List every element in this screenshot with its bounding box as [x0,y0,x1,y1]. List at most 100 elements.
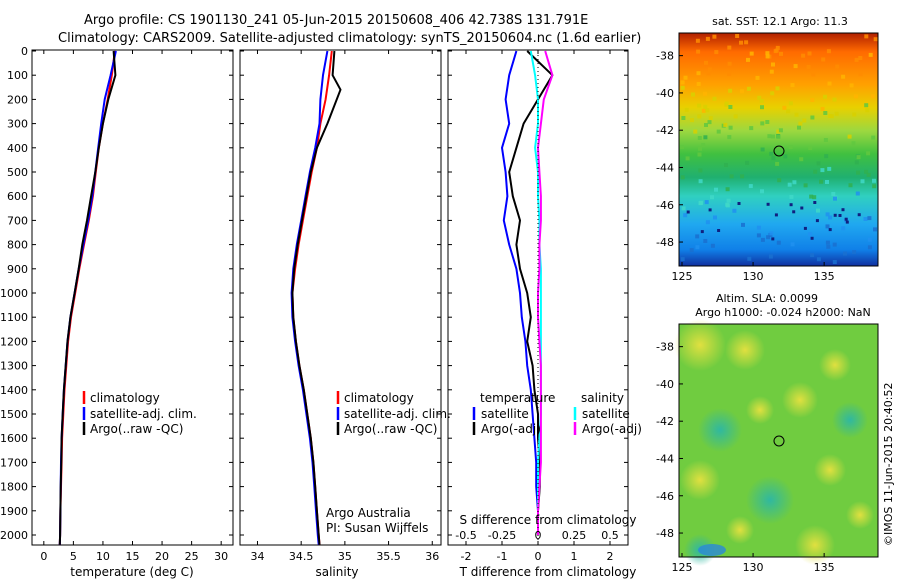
sst-pixel [680,175,685,180]
sst-pixel [771,237,775,241]
lat-tick-label: -46 [656,490,674,503]
sst-pixel [704,200,709,205]
depth-tick-label: 1500 [0,408,28,421]
sst-pixel [749,51,754,56]
sst-pixel [769,231,774,236]
sst-pixel [684,107,689,112]
lat-tick-label: -40 [656,87,674,100]
argo-position-marker [773,435,785,447]
sst-pixel [708,208,712,212]
sst-pixel [760,189,764,194]
sst-pixel [767,134,772,139]
sst-map-title: sat. SST: 12.1 Argo: 11.3 [712,15,848,28]
sst-pixel [827,166,832,171]
sst-pixel [828,114,833,118]
sst-pixel [727,71,732,76]
sla-anomaly [746,396,774,424]
difference-plot: -2 -1 0 1 2 -0.5 -0.25 0 0.25 0.5 [455,50,619,563]
sst-pixel [834,111,839,116]
sst-pixel [782,105,787,110]
sst-pixel [727,45,732,50]
series-line [58,50,117,545]
sst-pixel [703,239,708,243]
sst-pixel [825,212,830,217]
sla-map-title1: Altim. SLA: 0.0099 [716,292,818,305]
sst-pixel [844,217,848,221]
sst-pixel [703,91,708,96]
sst-pixel [798,121,803,126]
salinity-panel-frame [239,49,442,546]
sst-pixel [816,208,820,213]
sst-pixel [803,183,808,188]
sst-pixel [713,215,717,220]
sst-pixel [864,169,869,174]
sst-pixel [783,154,788,159]
x-tick-label: 34.5 [289,550,314,563]
sst-pixel [810,98,815,102]
lon-tick-label: 135 [814,561,835,574]
x-tick-label: 5 [70,550,77,563]
sla-anomaly-blobs [674,319,874,566]
difference-legend: temperature salinity satellite Argo(-adj… [472,391,642,436]
lat-tick-label: -42 [656,415,674,428]
lat-tick-label: -44 [656,452,674,465]
sst-pixel [693,129,698,134]
sla-anomaly [782,382,818,418]
sst-pixel [775,161,780,166]
sst-pixel [725,187,730,192]
sst-pixel [746,57,750,62]
sst-pixel [712,96,717,101]
sst-pixel [716,129,721,134]
sst-pixel [760,147,765,152]
sst-pixel [823,138,828,142]
sst-pixel [769,151,774,156]
sla-anomaly [846,501,874,529]
sst-pixel [799,157,804,162]
legend-label: Argo(..raw -QC) [344,422,437,436]
sst-pixel [864,34,869,39]
sst-pixel [705,108,710,113]
sst-pixel [732,208,737,213]
sst-pixel [756,225,761,230]
x-tick-label-salinity: 0.25 [562,529,587,542]
credit-line1: Argo Australia [326,506,411,520]
sst-pixel [790,242,795,247]
sst-pixel [729,174,734,179]
sst-pixel [870,94,875,99]
difference-xlabel: T difference from climatology [459,565,637,579]
lat-tick-label: -48 [656,236,674,249]
sst-pixel [773,49,778,54]
sst-pixel [810,115,815,120]
sst-pixel [803,226,807,230]
lon-tick-label: 135 [814,270,835,283]
x-tick-label-salinity: -0.25 [488,529,516,542]
salinity-plot: 34 34.5 35 35.5 36 [250,50,439,563]
sst-pixel [800,206,804,210]
sst-pixel [820,106,825,111]
sst-pixel [873,227,877,232]
sst-pixel [757,95,762,100]
lon-tick-label: 125 [672,270,693,283]
sst-speckle [680,34,878,264]
x-tick-label: 34 [250,550,264,563]
sst-pixel [856,170,861,175]
sst-pixel [857,213,861,217]
depth-tick-label: 500 [7,166,28,179]
sst-pixel [765,54,770,59]
sst-pixel [797,125,801,130]
sst-pixel [704,60,708,65]
sst-pixel [691,92,695,97]
depth-axis: 0 100 200 300 400 500 600 700 800 900 1000 1100 1200… [0,45,628,542]
sst-map-frame [678,32,879,267]
depth-tick-label: 1100 [0,311,28,324]
sst-pixel [871,135,876,140]
sst-pixel [831,192,836,196]
sst-pixel [728,105,733,109]
sst-pixel [697,114,702,119]
legend-label: climatology [90,391,160,405]
sst-pixel [802,118,807,123]
sst-pixel [680,85,685,90]
sst-pixel [683,75,688,80]
series-line [290,50,329,545]
sst-pixel [695,38,700,43]
